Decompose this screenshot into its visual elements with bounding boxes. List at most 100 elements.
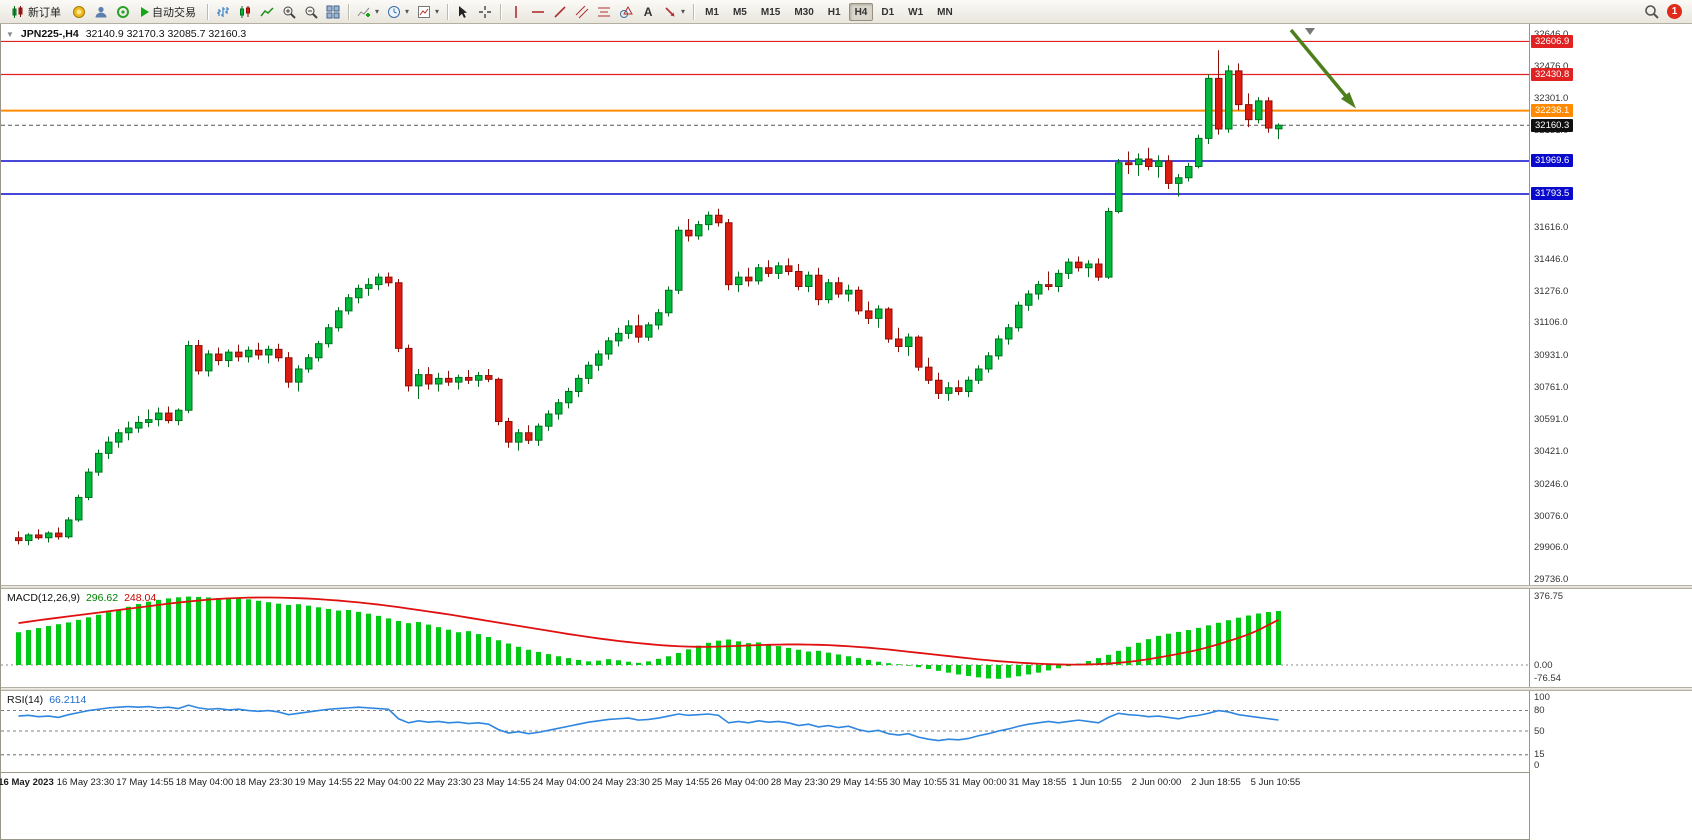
crosshair-button[interactable] [474, 2, 496, 22]
time-axis-label: 17 May 14:55 [116, 777, 174, 788]
community-button[interactable] [112, 2, 134, 22]
zoom-in-button[interactable] [278, 2, 300, 22]
auto-trading-button[interactable]: 自动交易 [134, 2, 203, 22]
dropdown-caret-icon: ▾ [375, 7, 380, 16]
rsi-canvas[interactable] [1, 691, 1529, 772]
new-order-button[interactable]: 新订单 [4, 2, 68, 22]
axis-tick-label: 31446.0 [1534, 253, 1569, 265]
indicators-plus-icon [357, 5, 371, 19]
pane-splitter[interactable] [1, 687, 1692, 691]
indicators-button[interactable]: ▾ [353, 2, 383, 22]
axis-tick-label: 30591.0 [1534, 413, 1569, 425]
search-button[interactable] [1640, 2, 1663, 22]
price-level-badge: 31793.5 [1531, 187, 1574, 201]
zoom-out-button[interactable] [300, 2, 322, 22]
price-level-badge: 32606.9 [1531, 34, 1574, 48]
time-axis-label: 16 May 23:30 [56, 777, 115, 788]
axis-tick-label: 31276.0 [1534, 285, 1569, 297]
timeframe-d1-button[interactable]: D1 [881, 6, 895, 18]
chart-shift-marker-icon[interactable] [1305, 28, 1315, 35]
shapes-tool-button[interactable] [615, 2, 637, 22]
template-icon [417, 5, 431, 19]
macd-name: MACD(12,26,9) [7, 592, 80, 604]
pane-splitter[interactable] [1, 585, 1692, 589]
gold-badge-button[interactable] [68, 2, 90, 22]
price-chart-canvas[interactable] [1, 24, 1529, 585]
axis-tick-label: 31616.0 [1534, 221, 1569, 233]
axis-tick-label: 30761.0 [1534, 382, 1569, 394]
timeframe-m1-button[interactable]: M1 [705, 6, 719, 18]
toolbar-separator [447, 3, 449, 20]
macd-pane: MACD(12,26,9) 296.62 248.04 [1, 589, 1529, 687]
tile-windows-icon [326, 5, 340, 19]
text-a-icon: A [643, 4, 653, 19]
fibonacci-tool-button[interactable] [593, 2, 615, 22]
one-click-trading-toggle-icon[interactable]: ▼ [6, 29, 14, 39]
auto-trading-play-icon [141, 6, 149, 17]
tile-windows-button[interactable] [322, 2, 344, 22]
timeframe-h4-button[interactable]: H4 [848, 2, 874, 21]
macd-main-value: 296.62 [85, 592, 119, 604]
text-tool-button[interactable]: A [637, 2, 659, 22]
templates-button[interactable]: ▾ [413, 2, 443, 22]
bar-chart-button[interactable] [212, 2, 234, 22]
time-axis-label: 2 Jun 00:00 [1131, 777, 1182, 788]
user-profile-button[interactable] [90, 2, 112, 22]
trend-arrow-annotation[interactable] [1289, 28, 1357, 109]
axis-tick-label: 376.75 [1534, 590, 1564, 602]
fibonacci-icon [597, 5, 611, 19]
arrow-tool-icon [663, 5, 677, 19]
time-axis-label: 2 Jun 18:55 [1191, 777, 1241, 788]
timeframe-m15-button[interactable]: M15 [760, 6, 781, 18]
timeframe-m30-button[interactable]: M30 [794, 6, 814, 18]
horizontal-level-lines[interactable] [1, 40, 1529, 195]
time-axis[interactable]: 16 May 2023 16 May 23:30 17 May 14:55 18 Ma… [0, 772, 1692, 794]
channel-icon [575, 5, 589, 19]
cursor-button[interactable] [452, 2, 474, 22]
chart-window: ▼ JPN225-,H4 32140.9 32170.3 32085.7 321… [0, 24, 1692, 840]
time-axis-label: 25 May 14:55 [651, 777, 710, 788]
toolbar: 新订单 自动交易 [0, 0, 1692, 24]
clock-icon [387, 5, 401, 19]
main-chart-pane: ▼ JPN225-,H4 32140.9 32170.3 32085.7 321… [1, 24, 1529, 585]
timeframe-w1-button[interactable]: W1 [908, 6, 924, 18]
timeframe-h1-button[interactable]: H1 [827, 6, 841, 18]
candlestick-chart-icon [238, 5, 252, 19]
price-axis[interactable]: 32646.032476.032301.032131.031961.031791… [1529, 24, 1692, 840]
axis-tick-label: 80 [1534, 705, 1545, 717]
dropdown-caret-icon: ▾ [681, 7, 686, 16]
trendline-tool-button[interactable] [549, 2, 571, 22]
line-chart-button[interactable] [256, 2, 278, 22]
new-order-label: 新订单 [28, 6, 61, 19]
axis-tick-label: 30931.0 [1534, 350, 1569, 362]
auto-trading-label: 自动交易 [152, 6, 196, 19]
periods-button[interactable]: ▾ [383, 2, 413, 22]
time-axis-label: 19 May 14:55 [294, 777, 353, 788]
axis-tick-label: 30421.0 [1534, 445, 1569, 457]
horizontal-line-tool-button[interactable] [527, 2, 549, 22]
time-axis-label: 26 May 04:00 [711, 777, 769, 788]
time-axis-label: 1 Jun 10:55 [1072, 777, 1122, 788]
rsi-line [18, 704, 1279, 742]
community-icon [116, 5, 130, 19]
notification-badge[interactable]: 1 [1667, 4, 1682, 19]
timeframe-mn-button[interactable]: MN [937, 6, 953, 18]
arrow-tool-button[interactable]: ▾ [659, 2, 689, 22]
axis-tick-label: -76.54 [1534, 673, 1561, 685]
candlestick-chart-button[interactable] [234, 2, 256, 22]
timeframe-m5-button[interactable]: M5 [732, 6, 747, 18]
cursor-arrow-icon [456, 5, 470, 19]
axis-tick-label: 100 [1534, 691, 1550, 703]
zoom-out-icon [304, 5, 318, 19]
macd-canvas[interactable] [1, 589, 1529, 687]
rsi-name: RSI(14) [7, 694, 44, 706]
gold-badge-icon [72, 5, 86, 19]
price-level-badge: 31969.6 [1531, 154, 1574, 168]
channel-tool-button[interactable] [571, 2, 593, 22]
axis-tick-label: 15 [1534, 749, 1545, 761]
rsi-value: 66.2114 [49, 694, 87, 706]
rsi-pane: RSI(14) 66.2114 [1, 691, 1529, 772]
vertical-line-tool-button[interactable] [505, 2, 527, 22]
axis-tick-label: 0.00 [1534, 659, 1553, 671]
user-icon [94, 5, 108, 19]
